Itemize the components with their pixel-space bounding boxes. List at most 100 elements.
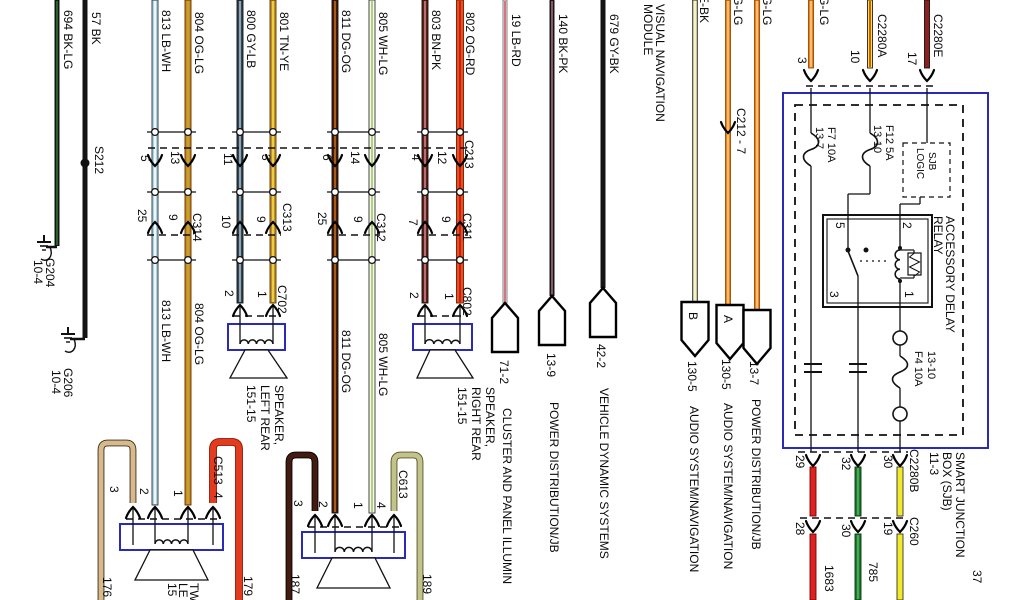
- connector-arrow-18: [416, 303, 434, 318]
- label-25: 25: [315, 212, 329, 226]
- label-679-gy-bk: 679 GY-BK: [607, 14, 621, 74]
- label-30: 30: [881, 455, 895, 469]
- label-s212: S212: [92, 146, 106, 174]
- ground-g204-hook: [40, 246, 52, 261]
- label-130-5: 130-5: [719, 359, 733, 390]
- label-19-lb-rd: 19 LB-RD: [509, 14, 523, 67]
- twist-ring-11b: [455, 255, 465, 265]
- label-module: MODULE: [641, 4, 655, 55]
- label-c802: C802: [460, 287, 474, 316]
- twist-ring-3b: [455, 127, 465, 137]
- label-19: 19: [881, 522, 895, 536]
- twist-ring-8a: [150, 255, 160, 265]
- label-g204: G204: [43, 258, 57, 288]
- label-176: 176: [100, 577, 114, 597]
- loop-176: [98, 440, 136, 600]
- speaker-left-rear-box: [227, 323, 286, 351]
- conductor-line-24: [847, 250, 859, 277]
- connector-arrow-12: [326, 220, 344, 235]
- label-11-3: 11-3: [927, 452, 941, 475]
- label-tw: TW: [187, 583, 201, 600]
- label-c313: C313: [280, 203, 294, 232]
- label-1683: 1683: [822, 565, 836, 592]
- connector-arrow-6: [416, 153, 434, 168]
- label-2: 2: [137, 488, 151, 495]
- wire-red-upper: [809, 466, 817, 517]
- label-805-wh-lg: 805 WH-LG: [376, 333, 390, 396]
- speaker-left-rear-coil: [239, 339, 274, 345]
- twist-ring-5b: [268, 187, 278, 197]
- twist-ring-2a: [330, 127, 340, 137]
- loop-187: [286, 452, 318, 600]
- label-3: 3: [259, 154, 273, 161]
- label-c314: C314: [190, 213, 204, 242]
- connector-arrow-10: [231, 220, 249, 235]
- connector-arrow-14: [416, 220, 434, 235]
- relay-outer: [822, 214, 933, 308]
- relay-junction-top: [898, 246, 902, 250]
- fuse-f12: [861, 132, 879, 167]
- label-42-2: 42-2: [594, 344, 608, 368]
- fuse-f7: [802, 132, 820, 167]
- connector-arrow-26: [363, 513, 381, 528]
- label-803-bn-pk: 803 BN-PK: [429, 10, 443, 70]
- label-32: 32: [839, 457, 853, 471]
- label-813-lb-wh: 813 LB-WH: [159, 10, 173, 72]
- label-audio-system-navigation: AUDIO SYSTEM/NAVIGATION: [687, 406, 701, 572]
- connector-arrow-34: [891, 453, 909, 468]
- sjb-outer-box: [782, 92, 989, 449]
- label-12: 12: [435, 151, 449, 165]
- speaker-bottom-right-box: [301, 531, 406, 559]
- label-694-bk-lg: 694 BK-LG: [61, 10, 75, 69]
- offpage-cluster-illum: [490, 301, 520, 354]
- twist-ring-0a: [150, 127, 160, 137]
- offpage-vehicle-dynamic: [588, 286, 618, 339]
- twist-ring-7a: [420, 187, 430, 197]
- label-30: 30: [839, 524, 853, 538]
- twist-ring-6b: [367, 187, 377, 197]
- label-c312: C312: [374, 213, 388, 242]
- label-f7-10a: F7 10A: [825, 127, 837, 163]
- label-5: 5: [138, 155, 152, 162]
- label-3: 3: [795, 57, 809, 64]
- splice-s212: [80, 158, 90, 168]
- label-130-5: 130-5: [685, 361, 699, 392]
- connector-arrow-2: [231, 153, 249, 168]
- label-9: 9: [351, 216, 365, 223]
- speaker-bottom-right-coil: [334, 546, 373, 553]
- label-10-4: 10-4: [31, 260, 45, 284]
- wire-57-bk: [82, 0, 88, 338]
- twist-ring-4b: [183, 187, 193, 197]
- twist-ring-10b: [367, 255, 377, 265]
- connector-arrow-21: [146, 505, 164, 520]
- wire-yellow-lower: [896, 533, 904, 600]
- label-2: 2: [407, 292, 421, 299]
- label-c613: C613: [396, 470, 410, 499]
- sjb-dashed-box: [794, 104, 964, 436]
- speaker-left-rear-cone: [228, 349, 289, 379]
- wire-yellow-upper: [896, 466, 904, 517]
- label-le: LE: [176, 583, 190, 598]
- label-811-dg-og: 811 DG-OG: [339, 330, 353, 393]
- label-14: 14: [348, 151, 362, 165]
- label-57-bk: 57 BK: [89, 12, 103, 45]
- label-right-rear: RIGHT REAR: [469, 387, 483, 461]
- label-6: 6: [320, 154, 334, 161]
- label-2: 2: [316, 501, 330, 508]
- resistor-zigzag: [908, 252, 921, 277]
- twist-ring-4a: [150, 187, 160, 197]
- connector-arrow-0: [146, 153, 164, 168]
- label-g-lg: G-LG: [817, 0, 831, 25]
- connector-arrow-35: [804, 519, 822, 534]
- label-g-lg: G-LG: [760, 0, 774, 25]
- connector-arrow-11: [264, 220, 282, 235]
- speaker-bottom-right-cone: [315, 557, 392, 589]
- label-a: A: [721, 315, 735, 323]
- label-13-9: 13-9: [544, 353, 558, 377]
- label-power-distribution-jb: POWER DISTRIBUTION/JB: [547, 402, 561, 553]
- wire-679-gy-bk: [600, 0, 606, 288]
- label-speaker: SPEAKER,: [272, 385, 286, 445]
- label-c2280a: C2280A: [875, 14, 889, 57]
- offpage-power-dist-13-9: [537, 294, 567, 347]
